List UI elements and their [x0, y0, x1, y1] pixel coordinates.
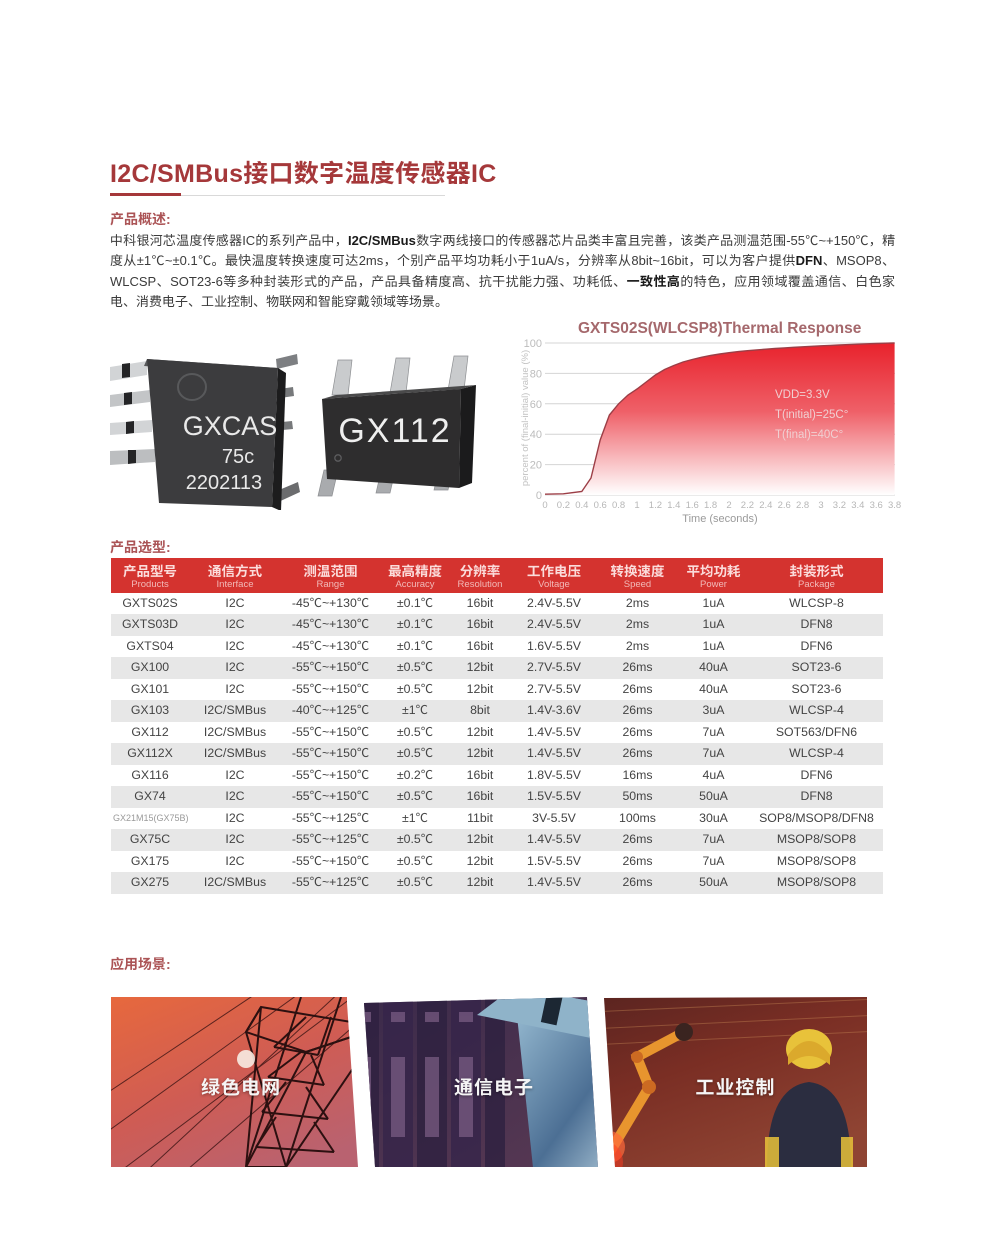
svg-text:0.2: 0.2 — [557, 500, 570, 511]
svg-text:1.2: 1.2 — [649, 500, 662, 511]
svg-text:GX112: GX112 — [338, 412, 451, 450]
svg-text:1.8: 1.8 — [704, 500, 717, 511]
svg-text:2202113: 2202113 — [186, 472, 262, 494]
svg-text:2.4: 2.4 — [759, 500, 772, 511]
svg-text:2.6: 2.6 — [778, 500, 791, 511]
svg-text:3: 3 — [818, 500, 823, 511]
svg-text:80: 80 — [530, 368, 542, 380]
svg-text:1: 1 — [634, 500, 639, 511]
svg-text:75c: 75c — [222, 446, 254, 468]
svg-text:T(final)=40C°: T(final)=40C° — [775, 429, 843, 441]
svg-text:1.6: 1.6 — [686, 500, 699, 511]
svg-text:40: 40 — [530, 429, 542, 441]
svg-text:0.6: 0.6 — [594, 500, 607, 511]
svg-text:percent of (final-initial) v: percent of (final-initial) value (%) — [520, 350, 531, 486]
svg-text:VDD=3.3V: VDD=3.3V — [775, 389, 830, 401]
svg-text:60: 60 — [530, 399, 542, 411]
svg-text:0.4: 0.4 — [575, 500, 588, 511]
svg-text:T(initial)=25C°: T(initial)=25C° — [775, 409, 848, 421]
svg-text:Time (seconds): Time (seconds) — [682, 513, 757, 525]
svg-text:3.8: 3.8 — [888, 500, 901, 511]
svg-text:0: 0 — [542, 500, 547, 511]
svg-text:100: 100 — [524, 338, 542, 350]
svg-text:1.4: 1.4 — [667, 500, 680, 511]
svg-text:3.4: 3.4 — [851, 500, 864, 511]
svg-text:0.8: 0.8 — [612, 500, 625, 511]
svg-text:0: 0 — [536, 490, 542, 502]
svg-text:2.2: 2.2 — [741, 500, 754, 511]
svg-text:GXCAS: GXCAS — [183, 411, 278, 441]
svg-text:3.6: 3.6 — [870, 500, 883, 511]
svg-text:3.2: 3.2 — [833, 500, 846, 511]
svg-text:20: 20 — [530, 460, 542, 472]
svg-text:2.8: 2.8 — [796, 500, 809, 511]
svg-text:2: 2 — [726, 500, 731, 511]
